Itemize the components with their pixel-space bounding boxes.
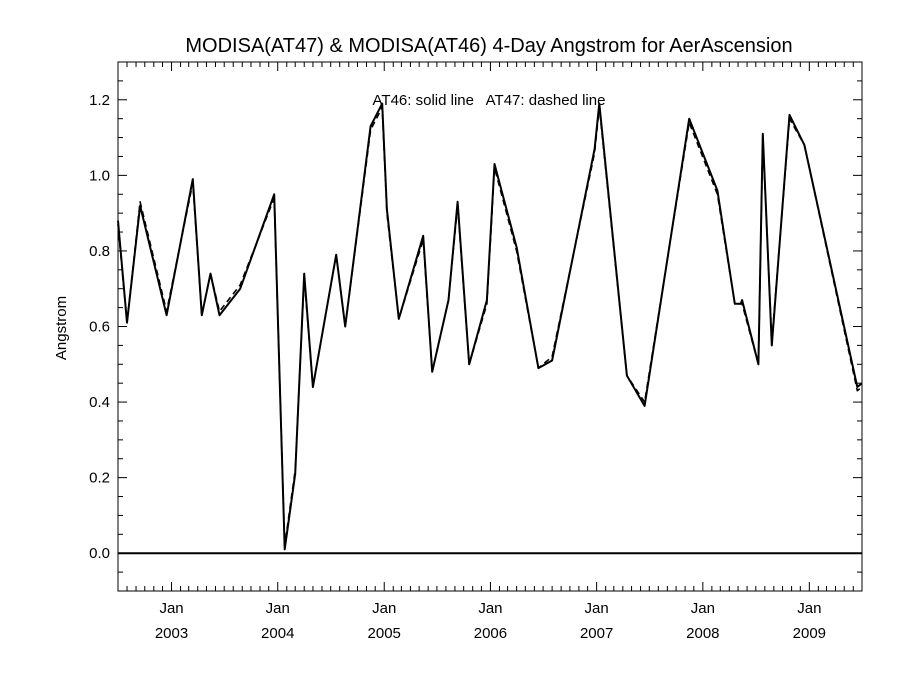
series-line-at46 (117, 102, 863, 551)
series-layer (117, 102, 863, 551)
y-tick-label: 1.0 (89, 167, 110, 184)
y-tick-labels: 0.0 0.2 0.4 0.6 0.8 1.0 1.2 (89, 92, 110, 562)
x-tick-label-month: Jan (478, 600, 502, 617)
x-tick-label-year: 2005 (368, 625, 401, 642)
x-tick-label-month: Jan (159, 600, 183, 617)
y-tick-label: 0.6 (89, 319, 110, 336)
axis-ticks (117, 61, 863, 592)
x-tick-label-year: 2003 (155, 625, 188, 642)
x-tick-label-month: Jan (372, 600, 396, 617)
y-tick-label: 1.2 (89, 92, 110, 109)
y-tick-label: 0.8 (89, 243, 110, 260)
x-tick-labels: Jan 2003 Jan 2004 Jan 2005 Jan 2006 Jan 2007 Jan 20… (155, 600, 826, 642)
y-tick-label: 0.0 (89, 545, 110, 562)
series-annotation: AT46: solid line AT47: dashed line (373, 92, 606, 109)
x-tick-label-year: 2006 (474, 625, 507, 642)
chart-title: MODISA(AT47) & MODISA(AT46) 4-Day Angstr… (185, 35, 792, 57)
x-tick-label-month: Jan (585, 600, 609, 617)
y-axis-label: Angstrom (53, 296, 70, 360)
x-tick-label-month: Jan (797, 600, 821, 617)
series-line-at47 (117, 106, 863, 547)
x-tick-label-year: 2008 (686, 625, 719, 642)
y-tick-label: 0.4 (89, 394, 110, 411)
plot-frame (117, 61, 863, 592)
y-tick-label: 0.2 (89, 470, 110, 487)
x-tick-label-year: 2004 (261, 625, 294, 642)
x-tick-label-month: Jan (266, 600, 290, 617)
x-tick-label-year: 2009 (793, 625, 826, 642)
x-tick-label-year: 2007 (580, 625, 613, 642)
x-tick-label-month: Jan (691, 600, 715, 617)
